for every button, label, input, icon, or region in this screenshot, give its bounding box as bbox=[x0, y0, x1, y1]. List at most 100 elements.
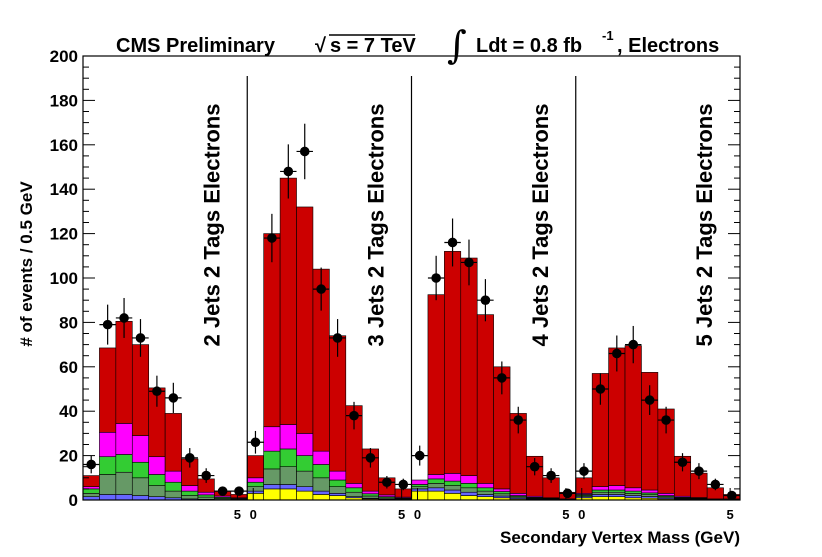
data-point-p2-b4 bbox=[299, 146, 310, 157]
panel-label-4: 5 Jets 2 Tags Electrons bbox=[692, 104, 717, 347]
bar-magenta-p3-b1 bbox=[411, 479, 429, 485]
bar-blue-p1-b4 bbox=[131, 495, 150, 501]
bar-gray-p2-b3 bbox=[279, 466, 297, 485]
bar-magenta-p3-b5 bbox=[476, 483, 494, 489]
data-point-p1-b4 bbox=[135, 333, 146, 343]
bar-green-p2-b5 bbox=[312, 464, 330, 479]
bar-green-p2-b3 bbox=[279, 448, 297, 468]
bar-magenta-p3-b7 bbox=[509, 493, 527, 496]
bar-gray-p4-b4 bbox=[624, 493, 642, 496]
bar-blue-p3-b2 bbox=[427, 487, 445, 492]
bar-gray-p3-b5 bbox=[476, 490, 494, 495]
chart-title-lumi: Ldt = 0.8 fb bbox=[476, 35, 582, 57]
bar-green-p2-b8 bbox=[361, 493, 379, 497]
bar-green-p3-b3 bbox=[444, 480, 462, 486]
bar-red-p2-b2 bbox=[263, 233, 281, 428]
bar-yellow-p3-b2 bbox=[427, 490, 445, 501]
data-point-p1-b9 bbox=[217, 486, 228, 496]
bar-red-p3-b3 bbox=[444, 251, 462, 474]
bar-magenta-p2-b5 bbox=[312, 450, 330, 465]
bar-green-p1-b1 bbox=[82, 488, 100, 494]
bar-green-p2-b1 bbox=[246, 481, 264, 487]
bar-yellow-p2-b4 bbox=[296, 490, 314, 501]
bar-red-p2-b3 bbox=[279, 177, 297, 425]
data-point-p2-b7 bbox=[349, 410, 359, 421]
integral-symbol: ∫ bbox=[447, 23, 467, 67]
bar-blue-p3-b4 bbox=[460, 491, 478, 496]
bar-magenta-p3-b4 bbox=[460, 475, 478, 484]
bar-green-p3-b1 bbox=[411, 484, 429, 487]
y-tick-label-0: 0 bbox=[69, 491, 78, 510]
y-axis-label: # of events / 0.5 GeV bbox=[17, 181, 36, 347]
bar-green-p1-b7 bbox=[181, 490, 199, 496]
bar-gray-p1-b5 bbox=[148, 485, 166, 497]
bar-gray-p3-b1 bbox=[411, 486, 429, 490]
chart-title-energy: s = 7 TeV bbox=[330, 35, 416, 57]
data-point-p3-b10 bbox=[562, 488, 573, 499]
sqrt-symbol: √ bbox=[315, 35, 327, 57]
bar-green-p3-b2 bbox=[427, 478, 445, 484]
bar-red-p1-b4 bbox=[131, 344, 150, 436]
data-point-p3-b4 bbox=[464, 257, 474, 268]
chart-title-suffix: , Electrons bbox=[617, 35, 719, 57]
bar-gray-p2-b7 bbox=[345, 491, 363, 497]
bar-magenta-p2-b8 bbox=[361, 490, 379, 495]
bar-blue-p4-b3 bbox=[608, 494, 626, 497]
bar-magenta-p2-b1 bbox=[246, 477, 264, 483]
panel-label-1: 2 Jets 2 Tags Electrons bbox=[199, 104, 224, 347]
bar-red-p3-b2 bbox=[427, 294, 445, 475]
x-axis-label: Secondary Vertex Mass (GeV) bbox=[500, 528, 740, 547]
bar-blue-p1-b2 bbox=[99, 494, 117, 501]
bar-yellow-p3-b4 bbox=[460, 495, 478, 501]
bar-green-p1-b4 bbox=[131, 461, 150, 479]
bar-magenta-p2-b6 bbox=[329, 470, 347, 481]
bar-blue-p1-b3 bbox=[115, 494, 133, 501]
bar-green-p1-b2 bbox=[99, 456, 117, 475]
data-point-p1-b6 bbox=[168, 393, 179, 403]
y-tick-label-180: 180 bbox=[50, 91, 78, 110]
bar-magenta-p4-b4 bbox=[624, 487, 642, 492]
bar-red-p4-b4 bbox=[624, 345, 642, 489]
data-point-p2-b2 bbox=[267, 233, 277, 243]
data-point-p4-b4 bbox=[628, 339, 639, 350]
y-tick-label-100: 100 bbox=[50, 269, 78, 288]
bar-green-p3-b6 bbox=[493, 491, 511, 495]
bar-blue-p4-b4 bbox=[624, 495, 642, 499]
data-point-p4-b1 bbox=[579, 466, 589, 476]
bar-green-p3-b5 bbox=[476, 487, 494, 492]
data-point-p2-b6 bbox=[332, 333, 343, 343]
bar-yellow-p2-b1 bbox=[246, 493, 264, 501]
bar-magenta-p2-b3 bbox=[279, 424, 297, 450]
chart-title-experiment: CMS Preliminary bbox=[116, 35, 276, 57]
y-tick-label-120: 120 bbox=[50, 225, 78, 244]
y-tick-label-160: 160 bbox=[50, 136, 78, 155]
bar-magenta-p4-b6 bbox=[657, 493, 675, 496]
bar-gray-p1-b7 bbox=[181, 495, 199, 500]
bar-gray-p2-b4 bbox=[296, 470, 314, 487]
bar-gray-p2-b1 bbox=[246, 486, 264, 492]
x-tick-label-1: 5 bbox=[234, 507, 241, 522]
data-point-p3-b1 bbox=[414, 450, 425, 461]
bar-gray-p1-b6 bbox=[164, 490, 182, 499]
x-tick-label-2: 0 bbox=[250, 507, 257, 522]
bar-gray-p3-b4 bbox=[460, 487, 478, 493]
data-point-p4-b7 bbox=[677, 457, 688, 468]
axes-layer bbox=[82, 55, 741, 501]
data-point-p4-b2 bbox=[595, 384, 606, 394]
data-point-p2-b10 bbox=[398, 479, 409, 490]
data-point-p3-b9 bbox=[546, 470, 556, 481]
bar-yellow-p2-b6 bbox=[329, 495, 347, 501]
bar-blue-p2-b4 bbox=[296, 486, 314, 492]
bar-magenta-p2-b2 bbox=[263, 426, 281, 452]
bar-green-p2-b4 bbox=[296, 455, 314, 472]
x-tick-label-7: 5 bbox=[727, 507, 734, 522]
bar-blue-p4-b2 bbox=[591, 494, 609, 497]
bar-green-p2-b6 bbox=[329, 479, 347, 487]
bar-blue-p2-b1 bbox=[246, 490, 264, 494]
bar-yellow-p2-b2 bbox=[263, 488, 281, 501]
panel-label-2: 3 Jets 2 Tags Electrons bbox=[364, 104, 389, 347]
bar-gray-p4-b3 bbox=[608, 491, 626, 495]
bar-gray-p4-b2 bbox=[591, 491, 609, 495]
bar-magenta-p3-b2 bbox=[427, 474, 445, 480]
y-tick-label-140: 140 bbox=[50, 180, 78, 199]
